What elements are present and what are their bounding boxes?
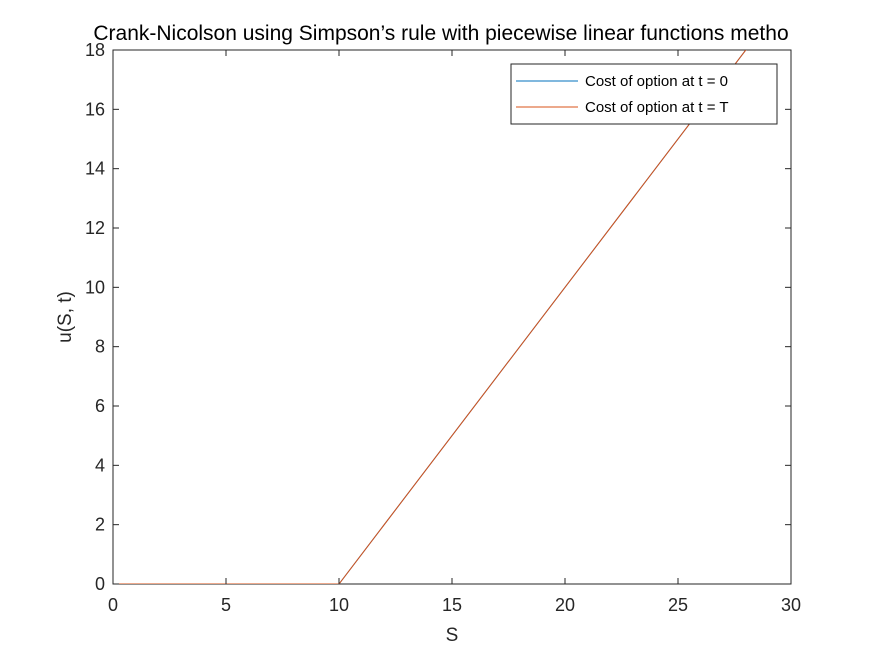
legend-label-1: Cost of option at t = T <box>585 99 729 116</box>
legend-box <box>510 63 778 125</box>
y-tick-label: 2 <box>95 515 105 535</box>
x-tick-label: 20 <box>555 595 575 615</box>
x-tick-label: 10 <box>329 595 349 615</box>
y-tick-label: 0 <box>95 574 105 594</box>
y-tick-label: 16 <box>85 99 105 119</box>
chart-title: Crank-Nicolson using Simpson’s rule with… <box>93 22 788 45</box>
legend-label-0: Cost of option at t = 0 <box>585 73 728 90</box>
y-tick-label: 18 <box>85 40 105 60</box>
x-tick-label: 25 <box>668 595 688 615</box>
series-line-1 <box>113 50 747 584</box>
y-tick-label: 8 <box>95 337 105 357</box>
y-tick-label: 12 <box>85 218 105 238</box>
y-tick-label: 6 <box>95 396 105 416</box>
x-tick-label: 5 <box>221 595 231 615</box>
x-tick-label: 30 <box>781 595 801 615</box>
x-tick-label: 15 <box>442 595 462 615</box>
y-tick-label: 14 <box>85 159 105 179</box>
x-tick-label: 0 <box>108 595 118 615</box>
axes-box <box>112 49 792 585</box>
x-axis-label: S <box>446 625 459 646</box>
series-group <box>113 50 747 584</box>
y-tick-label: 10 <box>85 277 105 297</box>
axis-ticks: 0 5 10 15 20 25 30 0 2 4 6 8 10 12 14 16 18 <box>85 40 801 615</box>
y-tick-label: 4 <box>95 455 105 475</box>
y-axis-label: u(S, t) <box>55 291 76 343</box>
legend: Cost of option at t = 0 Cost of option at… <box>510 63 778 125</box>
